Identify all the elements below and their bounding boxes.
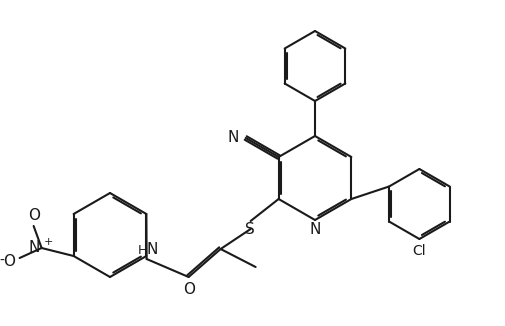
Text: N: N	[309, 222, 320, 237]
Text: -: -	[0, 254, 4, 268]
Text: O: O	[3, 254, 15, 269]
Text: +: +	[43, 237, 53, 247]
Text: H: H	[137, 244, 146, 257]
Text: N: N	[146, 242, 158, 257]
Text: N: N	[227, 130, 238, 145]
Text: O: O	[182, 282, 194, 297]
Text: S: S	[244, 222, 254, 237]
Text: N: N	[28, 241, 39, 256]
Text: O: O	[28, 208, 39, 223]
Text: Cl: Cl	[412, 244, 425, 258]
